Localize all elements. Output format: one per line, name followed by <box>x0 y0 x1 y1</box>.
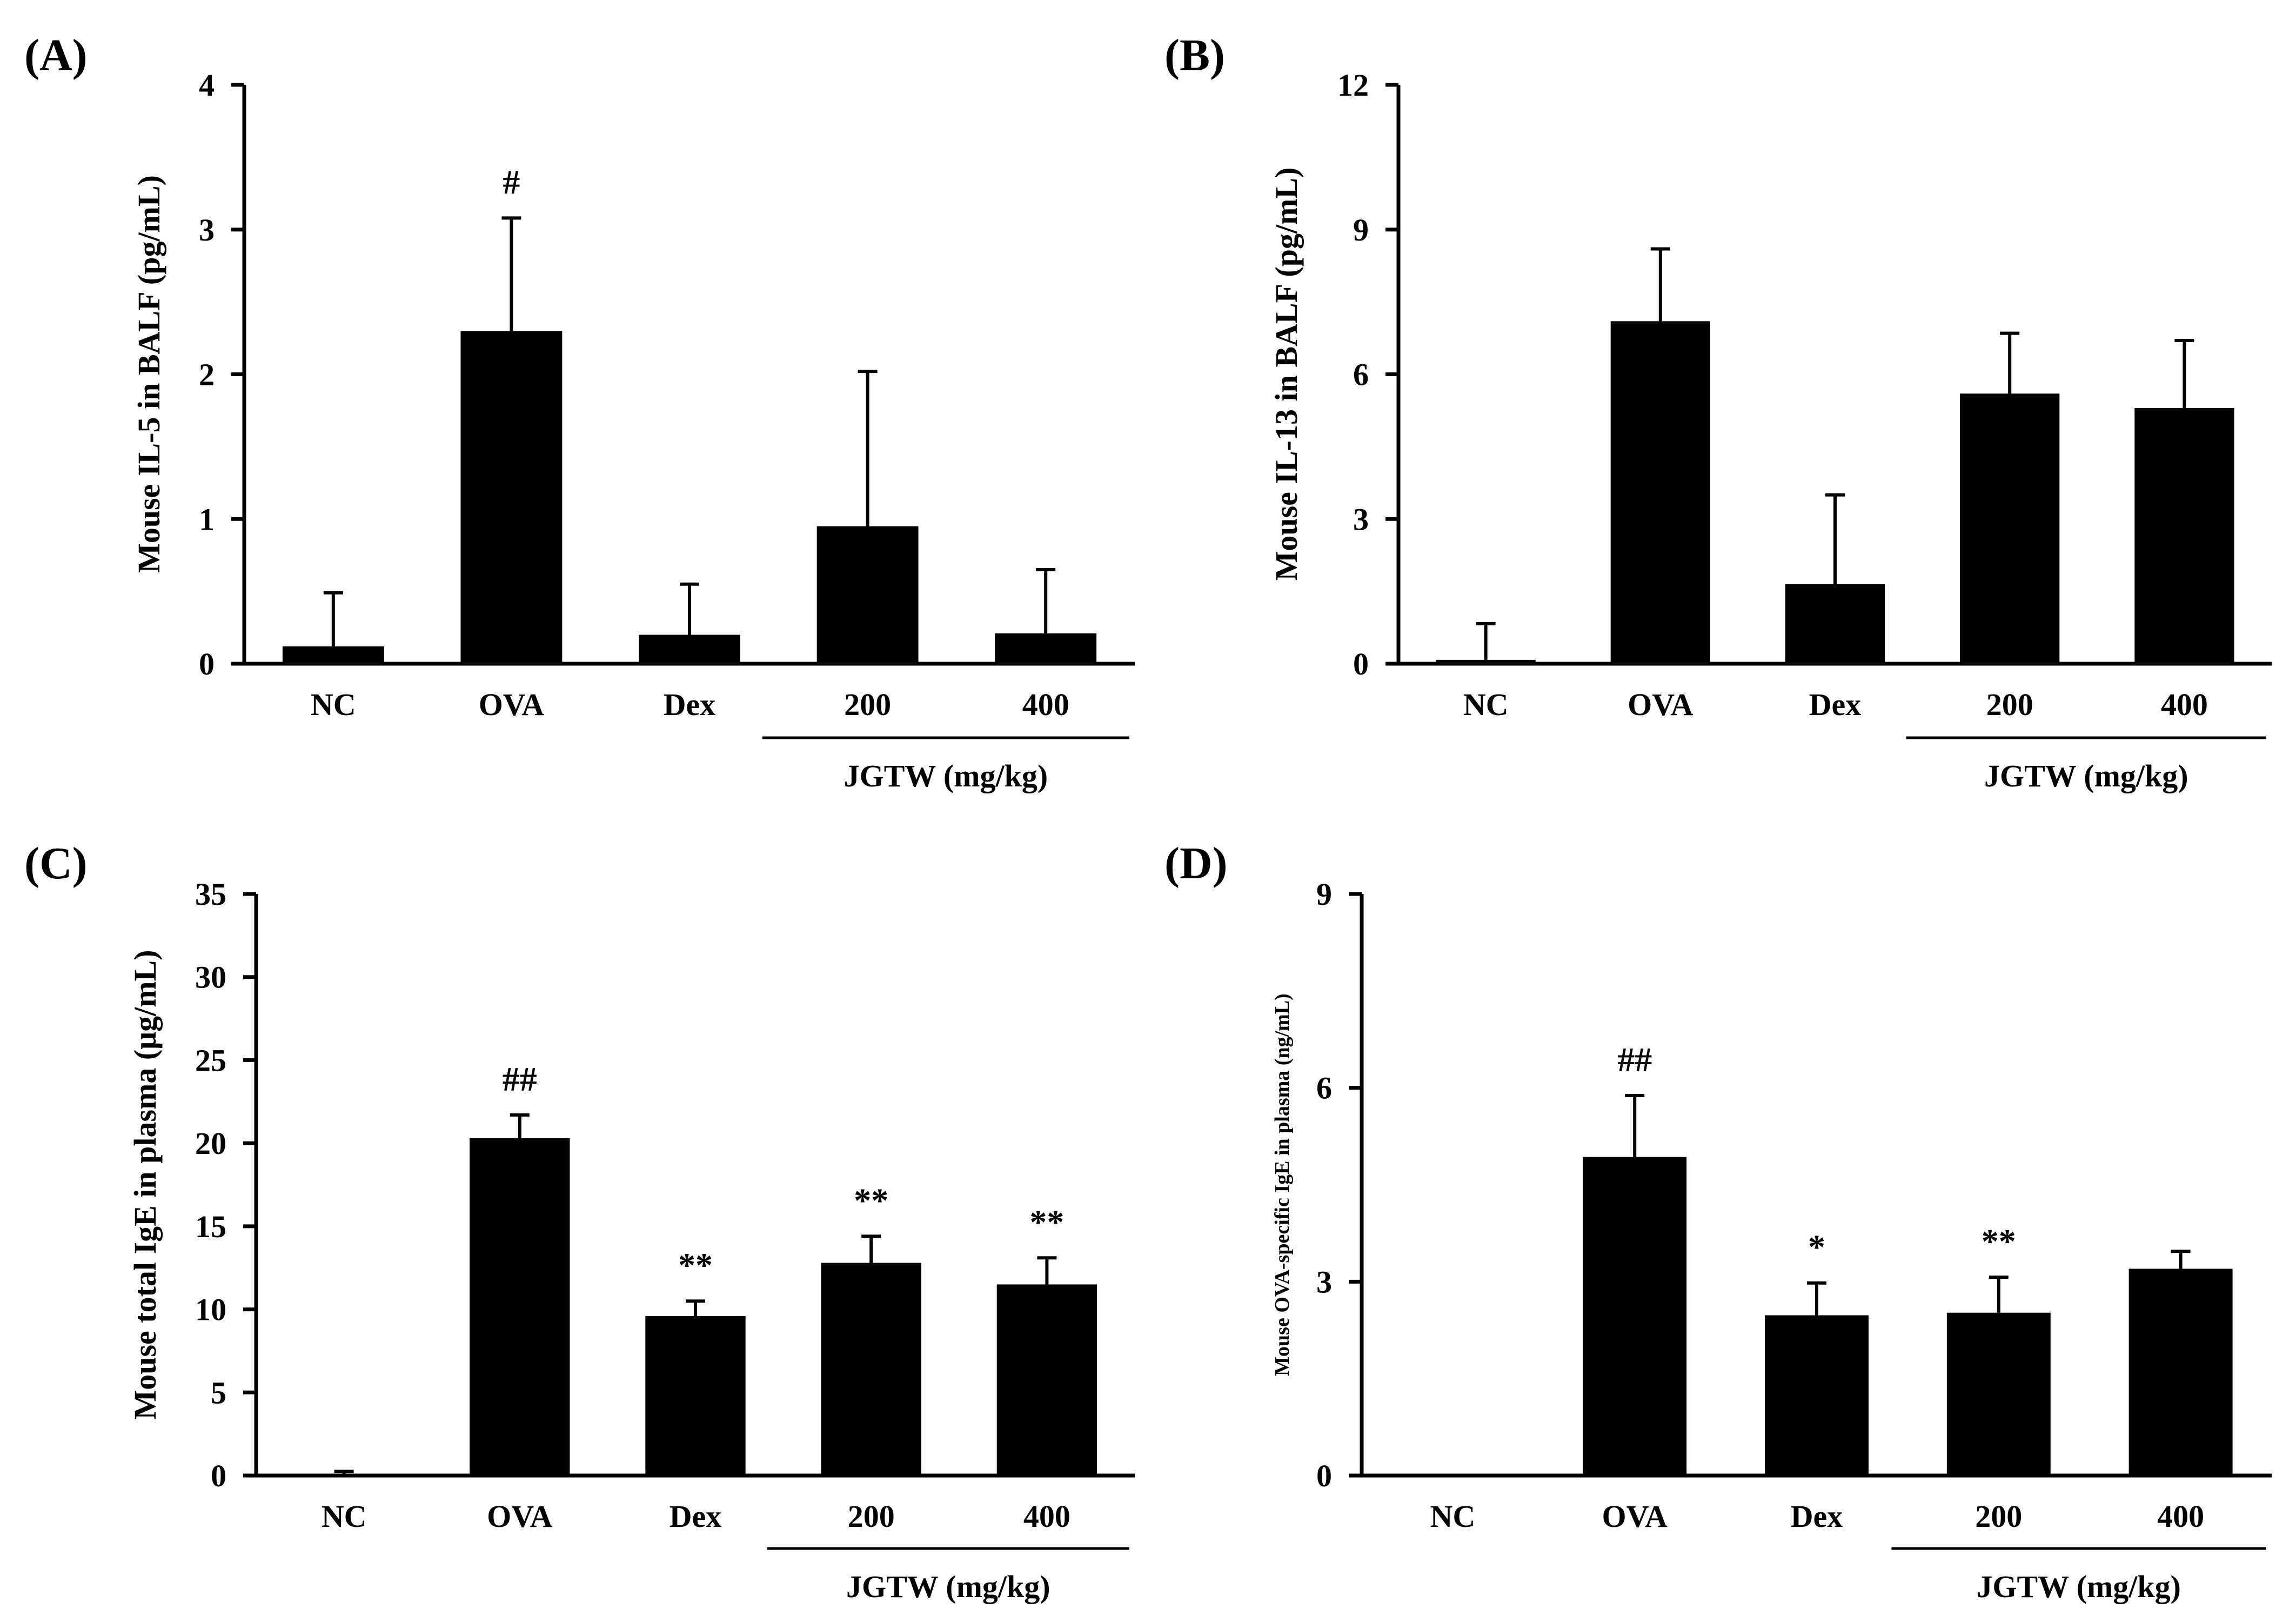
bar-400 <box>2128 1269 2233 1476</box>
x-category-label: NC <box>1463 687 1509 722</box>
x-category-label: Dex <box>1791 1499 1843 1534</box>
panel-label: (B) <box>1164 30 1225 81</box>
bar-400 <box>2134 408 2234 664</box>
x-category-label: OVA <box>1602 1499 1668 1534</box>
bar-ova <box>1583 1157 1687 1476</box>
chart-panel-1: (A) 0 1 2 3 4 Mouse IL-5 in BALF (pg/mL) NC # OVA… <box>24 30 1135 793</box>
bar-200 <box>1960 393 2060 664</box>
bar-nc <box>293 1474 394 1476</box>
panel-label: (C) <box>24 838 88 889</box>
x-category-label: 400 <box>2161 687 2208 722</box>
significance-marker: ## <box>503 1060 537 1098</box>
x-category-label: 200 <box>844 687 891 722</box>
y-tick-label: 10 <box>195 1292 226 1327</box>
y-tick-label: 3 <box>1316 1264 1332 1299</box>
panel-label: (A) <box>24 30 88 81</box>
y-tick-label: 3 <box>199 212 215 248</box>
significance-marker: ** <box>678 1246 713 1284</box>
bar-dex <box>645 1316 746 1476</box>
x-category-label: OVA <box>479 687 545 722</box>
bar-dex <box>1765 1315 1869 1476</box>
x-category-label: NC <box>322 1499 367 1534</box>
significance-marker: ** <box>1982 1222 2016 1260</box>
chart-panel-3: (C) 0 5 10 15 20 25 30 35 Mouse total IgE in plas… <box>24 838 1135 1604</box>
bar-200 <box>821 1263 921 1476</box>
y-axis-title: Mouse IL-5 in BALF (pg/mL) <box>131 175 166 573</box>
x-category-label: 400 <box>1023 1499 1070 1534</box>
significance-marker: # <box>503 163 520 201</box>
group-label: JGTW (mg/kg) <box>1984 758 2188 793</box>
bar-400 <box>995 633 1097 664</box>
y-tick-label: 6 <box>1353 357 1369 392</box>
y-tick-label: 0 <box>199 646 215 682</box>
y-tick-label: 0 <box>1316 1458 1332 1493</box>
y-tick-label: 20 <box>195 1126 226 1161</box>
y-tick-label: 12 <box>1337 68 1369 103</box>
y-tick-label: 2 <box>199 357 215 392</box>
y-tick-label: 6 <box>1316 1071 1332 1106</box>
y-tick-label: 1 <box>199 502 215 537</box>
y-tick-label: 9 <box>1316 877 1332 912</box>
bar-400 <box>996 1284 1097 1476</box>
y-tick-label: 9 <box>1353 212 1369 248</box>
x-category-label: 400 <box>1022 687 1069 722</box>
y-tick-label: 0 <box>1353 646 1369 682</box>
x-category-label: OVA <box>487 1499 553 1534</box>
significance-marker: ** <box>1029 1203 1064 1241</box>
y-tick-label: 25 <box>195 1043 226 1078</box>
bar-nc <box>1436 659 1536 664</box>
y-tick-label: 5 <box>211 1375 226 1410</box>
x-category-label: 400 <box>2157 1499 2204 1534</box>
group-label: JGTW (mg/kg) <box>846 1569 1050 1604</box>
x-category-label: 200 <box>1975 1499 2022 1534</box>
significance-marker: ## <box>1617 1040 1652 1079</box>
group-label: JGTW (mg/kg) <box>844 758 1048 793</box>
significance-marker: * <box>1808 1228 1825 1266</box>
chart-panel-2: (B) 0 3 6 9 12 Mouse IL-13 in BALF (pg/mL) NC OV… <box>1164 30 2272 793</box>
bar-200 <box>816 526 919 664</box>
chart-panel-4: (D) 0 3 6 9 Mouse OVA-specific IgE in plasma … <box>1164 838 2272 1604</box>
y-tick-label: 35 <box>195 877 226 912</box>
y-axis-title: Mouse total IgE in plasma (μg/mL) <box>128 950 163 1419</box>
y-tick-label: 0 <box>211 1458 226 1493</box>
x-category-label: Dex <box>670 1499 722 1534</box>
bar-ova <box>460 331 563 664</box>
y-tick-label: 3 <box>1353 502 1369 537</box>
significance-marker: ** <box>854 1181 888 1219</box>
y-axis-title: Mouse IL-13 in BALF (pg/mL) <box>1269 168 1304 581</box>
bar-nc <box>282 646 384 664</box>
x-category-label: 200 <box>848 1499 895 1534</box>
panel-label: (D) <box>1164 838 1228 889</box>
x-category-label: 200 <box>1986 687 2033 722</box>
y-tick-label: 15 <box>195 1209 226 1244</box>
y-tick-label: 30 <box>195 960 226 995</box>
bar-dex <box>639 635 740 664</box>
bar-ova <box>470 1138 570 1476</box>
bar-200 <box>1946 1312 2051 1476</box>
x-category-label: Dex <box>1809 687 1862 722</box>
bar-ova <box>1610 321 1710 664</box>
group-label: JGTW (mg/kg) <box>1977 1569 2181 1604</box>
x-category-label: Dex <box>664 687 716 722</box>
y-axis-title: Mouse OVA-specific IgE in plasma (ng/mL) <box>1271 993 1294 1376</box>
x-category-label: NC <box>1430 1499 1476 1534</box>
bar-dex <box>1785 584 1885 664</box>
y-tick-label: 4 <box>199 68 215 103</box>
x-category-label: NC <box>311 687 356 722</box>
x-category-label: OVA <box>1628 687 1693 722</box>
